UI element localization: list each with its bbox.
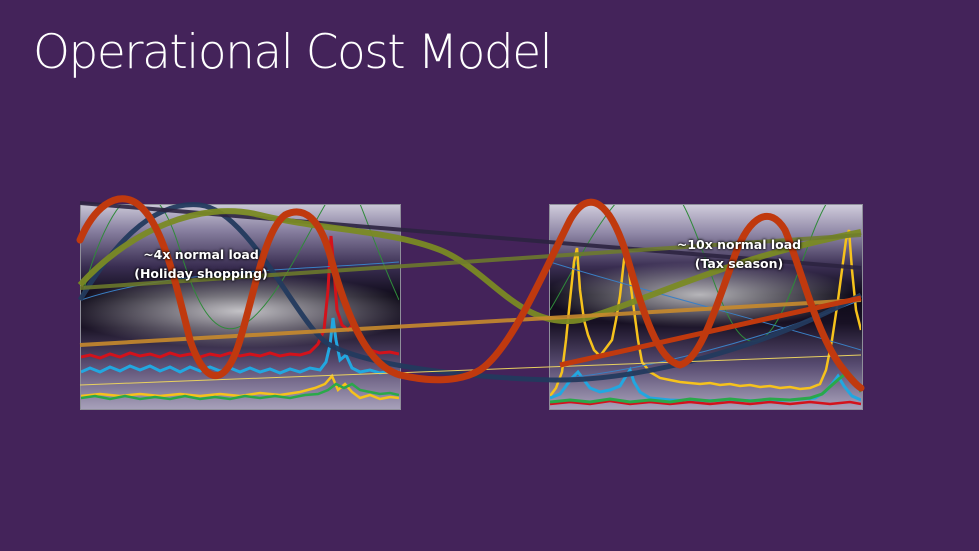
green-series-right [550,369,861,404]
cyan-series-left [81,317,399,375]
thin-blue-line-right [550,261,861,351]
orange-straight-line [79,298,862,347]
olive-straight-line [79,233,862,290]
tax-season-annotation: ~10x normal load (Tax season) [654,235,824,273]
orange-rising-line [559,295,862,368]
orange-sine-curve [76,195,865,392]
olive-trend-curve [77,208,862,325]
thin-green-wave-left [81,205,399,330]
slide-title: Operational Cost Model [33,25,553,80]
tax-season-reason-label: (Tax season) [694,256,784,271]
holiday-load-reason-label: (Holiday shopping) [134,266,268,281]
cost-trend-curves [76,195,865,392]
tax-season-multiplier-label: ~10x normal load [676,237,802,252]
thin-yellow-baseline [79,354,862,386]
yellow-series-left [81,373,399,401]
green-series-left [81,382,399,401]
tax-season-load-series [550,205,861,406]
holiday-load-multiplier-label: ~4x normal load [143,247,259,262]
holiday-load-annotation: ~4x normal load (Holiday shopping) [116,245,286,283]
thin-blue-line-left [81,261,399,301]
red-series-right [550,399,861,406]
